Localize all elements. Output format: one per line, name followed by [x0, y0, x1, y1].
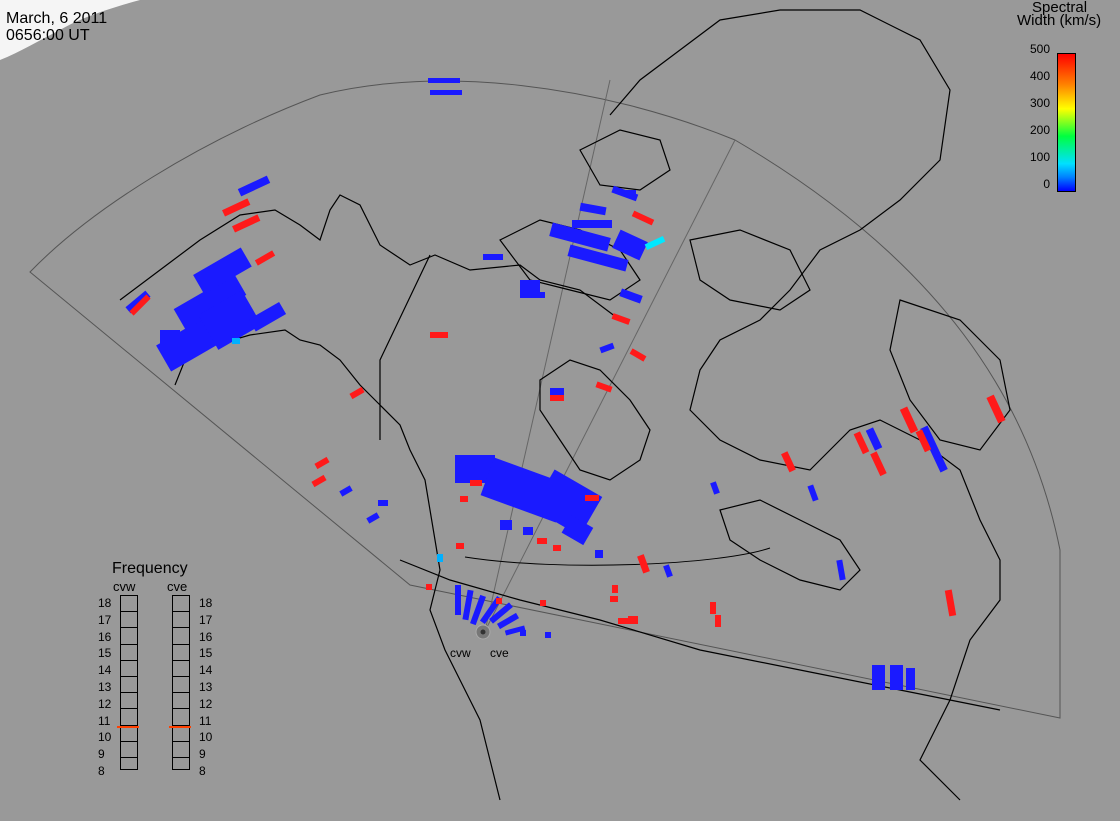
colorbar-title-line1: Spectral — [1032, 0, 1088, 16]
radar-site-dot — [480, 629, 486, 635]
radar-label-cvw: cvw — [450, 646, 471, 660]
frequency-marker-cve — [169, 725, 191, 728]
frequency-tick-right: 18 — [199, 596, 213, 610]
frequency-tick-left: 12 — [98, 696, 112, 711]
date-label: March, 6 2011 — [6, 10, 108, 27]
frequency-tick-right: 11 — [199, 713, 212, 728]
frequency-tick-right: 8 — [199, 764, 206, 778]
frequency-tick-right: 12 — [199, 696, 213, 711]
frequency-tick-right: 16 — [199, 629, 213, 644]
colorbar-tick: 500 — [1029, 42, 1050, 56]
spectral-width-colorbar — [1057, 53, 1076, 192]
scatter-red-prairie — [311, 456, 599, 551]
frequency-title: Frequency — [112, 560, 188, 577]
frequency-tick-left: 15 — [98, 646, 112, 661]
frequency-tick-right: 14 — [199, 663, 213, 678]
frequency-scale-cve — [172, 595, 190, 770]
frequency-tick-left: 17 — [98, 612, 112, 627]
beam-lines — [484, 79, 736, 632]
scatter-red-east — [426, 394, 1006, 627]
frequency-tick-left: 10 — [98, 730, 112, 745]
frequency-tick-left: 18 — [98, 596, 112, 610]
frequency-tick-right: 15 — [199, 646, 213, 661]
colorbar-tick: 400 — [1029, 69, 1050, 83]
frequency-tick-left: 14 — [98, 663, 112, 678]
border-line-49 — [464, 547, 771, 566]
colorbar-tick: 0 — [1043, 177, 1050, 191]
frequency-radar-cve-label: cve — [167, 579, 188, 594]
frequency-tick-right: 13 — [199, 680, 213, 694]
frequency-radar-cvw-label: cvw — [113, 579, 136, 594]
daylight-region — [0, 0, 140, 60]
scatter-cyan-misc — [232, 338, 443, 562]
scatter-cyan-arctic — [644, 236, 666, 250]
scatter-blue-prairie — [339, 455, 603, 558]
frequency-marker-cvw — [117, 725, 139, 728]
radar-label-cve: cve — [490, 646, 509, 660]
frequency-tick-left: 11 — [98, 713, 111, 728]
scatter-blue-arctic — [428, 78, 648, 398]
scatter-blue-alaska — [125, 175, 287, 372]
frequency-tick-left: 8 — [98, 764, 105, 778]
colorbar-tick: 200 — [1029, 123, 1050, 137]
frequency-tick-left: 16 — [98, 629, 112, 644]
frequency-tick-left: 13 — [98, 680, 112, 694]
scatter-red-arctic — [430, 210, 655, 401]
field-of-view-outline — [29, 80, 1061, 719]
colorbar-title-line2: Width (km/s) — [1017, 12, 1102, 29]
colorbar-tick: 100 — [1029, 150, 1050, 164]
time-label: 0656:00 UT — [6, 27, 90, 44]
frequency-tick-right: 9 — [199, 747, 206, 762]
frequency-tick-right: 10 — [199, 730, 213, 745]
scatter-red-alaska — [129, 198, 365, 400]
frequency-tick-right: 17 — [199, 612, 213, 627]
frequency-tick-left: 9 — [98, 747, 105, 762]
frequency-scale-cvw — [120, 595, 138, 770]
scatter-radar-fan — [455, 190, 948, 690]
colorbar-tick: 300 — [1029, 96, 1050, 110]
